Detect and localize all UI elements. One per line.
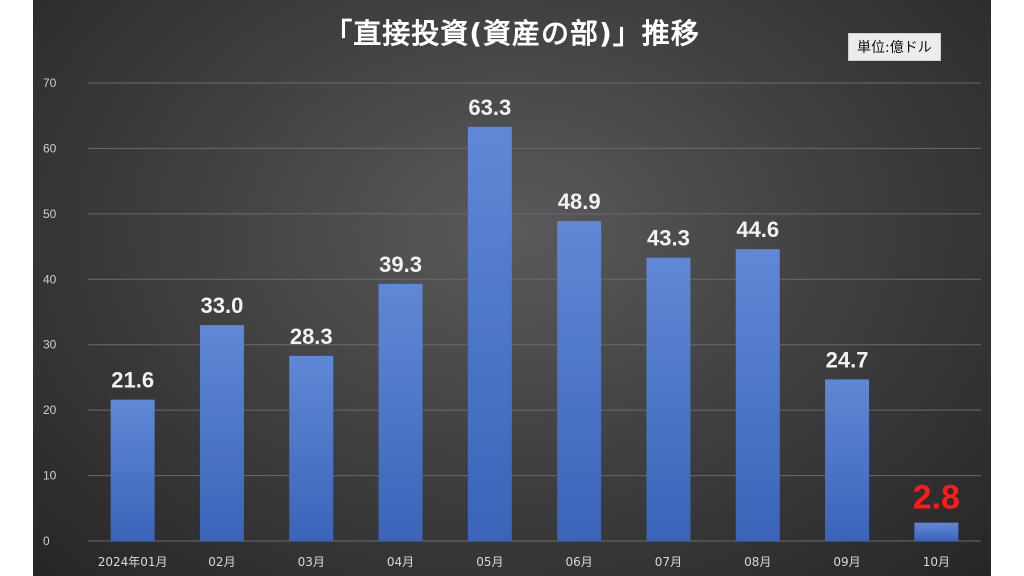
data-label: 44.6	[736, 217, 779, 242]
x-tick-label: 2024年01月	[98, 555, 168, 569]
x-tick-label: 04月	[387, 555, 414, 569]
y-tick-label: 20	[43, 403, 57, 417]
x-tick-label: 10月	[923, 555, 950, 569]
chart-title: 「直接投資(資産の部)」推移	[324, 17, 700, 50]
x-tick-label: 08月	[744, 555, 771, 569]
data-label: 24.7	[826, 347, 869, 372]
data-label: 28.3	[290, 324, 333, 349]
x-tick-label: 02月	[208, 555, 235, 569]
y-tick-label: 10	[43, 469, 57, 483]
y-tick-label: 0	[43, 534, 50, 548]
bar	[110, 399, 155, 541]
y-tick-label: 30	[43, 338, 57, 352]
bar	[557, 221, 602, 541]
data-label: 2.8	[913, 479, 960, 517]
data-label: 39.3	[379, 252, 422, 277]
data-label: 21.6	[111, 368, 154, 393]
bar	[735, 249, 780, 541]
bar	[467, 126, 512, 541]
y-tick-label: 40	[43, 272, 57, 286]
data-label: 48.9	[558, 189, 601, 214]
data-label: 33.0	[201, 293, 244, 318]
bar	[378, 283, 423, 541]
bar	[914, 522, 959, 541]
data-labels: 21.6 33.0 28.3 39.3 63.3 48.9 43.3 44.6 24.7 2.8	[111, 95, 960, 517]
chart-panel: 「直接投資(資産の部)」推移 単位:億ドル 0 10 20 30 40 50 60 70 21…	[33, 0, 991, 576]
x-tick-label: 03月	[298, 555, 325, 569]
bar	[646, 257, 691, 541]
data-label: 43.3	[647, 226, 690, 251]
bar	[825, 379, 870, 541]
y-axis: 0 10 20 30 40 50 60 70	[43, 76, 57, 548]
y-tick-label: 70	[43, 76, 57, 90]
bar	[199, 325, 244, 541]
y-tick-label: 50	[43, 207, 57, 221]
x-tick-label: 06月	[566, 555, 593, 569]
x-tick-label: 09月	[833, 555, 860, 569]
x-tick-label: 07月	[655, 555, 682, 569]
data-label: 63.3	[468, 95, 511, 120]
bars	[110, 126, 959, 541]
unit-label: 単位:億ドル	[848, 33, 941, 61]
y-tick-label: 60	[43, 141, 57, 155]
x-tick-label: 05月	[476, 555, 503, 569]
x-axis: 2024年01月 02月 03月 04月 05月 06月 07月 08月 09月 10月	[98, 555, 950, 569]
bar	[289, 355, 334, 541]
bar-chart: 0 10 20 30 40 50 60 70 21.6 33.0 28.3 39.3 63.3 48.9…	[43, 76, 981, 569]
